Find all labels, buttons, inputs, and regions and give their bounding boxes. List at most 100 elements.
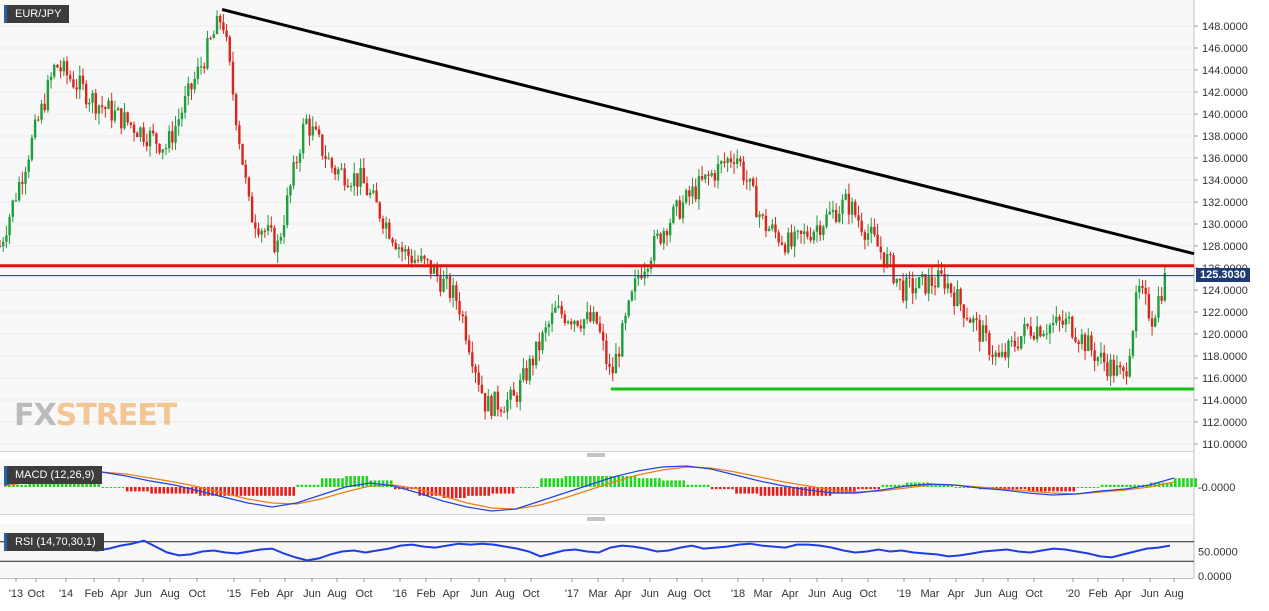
candle-body xyxy=(592,312,595,322)
candle-body xyxy=(1058,316,1061,321)
candle-body xyxy=(27,159,30,172)
x-tick-label: Oct xyxy=(1025,588,1042,600)
macd-histogram-bar xyxy=(385,480,389,487)
candle-body xyxy=(1154,317,1157,327)
candle-body xyxy=(480,384,484,393)
macd-histogram-bar xyxy=(861,487,864,490)
candle-body xyxy=(557,305,560,308)
logo-street-text: STREET xyxy=(55,398,178,433)
x-tick-label: Jun xyxy=(470,588,488,600)
grid xyxy=(0,25,1194,445)
macd-histogram-bar xyxy=(938,484,941,487)
y-tick-label: 118.0000 xyxy=(1202,351,1247,363)
candle-body xyxy=(244,164,247,178)
y-tick-label: 120.0000 xyxy=(1202,329,1248,341)
macd-histogram-bar xyxy=(446,487,450,498)
candle-body xyxy=(298,153,302,163)
macd-histogram-bar xyxy=(324,478,328,487)
candle-body xyxy=(860,220,863,233)
macd-histogram-bar xyxy=(121,487,125,488)
macd-histogram-bar xyxy=(950,484,954,487)
candle-body xyxy=(49,76,53,81)
panel-resize-handle-1[interactable] xyxy=(587,453,605,457)
candle-body xyxy=(222,22,225,31)
macd-histogram-bar xyxy=(723,487,726,490)
y-tick-label: 122.0000 xyxy=(1202,307,1248,319)
candle-body xyxy=(164,148,168,150)
macd-histogram-bar xyxy=(134,487,137,492)
macd-histogram-bar xyxy=(1117,484,1120,487)
candle-body xyxy=(518,379,522,402)
x-tick-label: Aug xyxy=(495,588,515,600)
candle-body xyxy=(21,181,24,184)
candle-body xyxy=(729,158,733,163)
rsi-line xyxy=(3,539,1171,562)
candle-body xyxy=(1080,334,1084,345)
candle-body xyxy=(515,395,519,402)
macd-histogram-bar xyxy=(788,487,791,496)
candle-body xyxy=(286,195,289,226)
candle-body xyxy=(30,137,34,160)
candle-body xyxy=(426,258,429,261)
macd-histogram-bar xyxy=(682,480,686,487)
macd-histogram-bar xyxy=(934,484,937,487)
candle-body xyxy=(5,235,8,242)
candle-body xyxy=(292,162,295,186)
candle-body xyxy=(796,230,800,232)
macd-histogram-bar xyxy=(1072,487,1076,492)
candle-body xyxy=(949,283,953,293)
panel-resize-handle-2[interactable] xyxy=(587,517,605,521)
candle-body xyxy=(1048,325,1052,334)
candle-body xyxy=(803,231,806,235)
candle-body xyxy=(1115,365,1119,376)
macd-histogram-bar xyxy=(105,487,109,488)
candle-body xyxy=(732,162,736,164)
candle-body xyxy=(720,161,723,164)
macd-histogram-bar xyxy=(495,487,499,494)
candle-body xyxy=(8,216,11,236)
macd-histogram-bar xyxy=(686,484,690,487)
x-tick-label: Mar xyxy=(921,588,940,600)
macd-label[interactable]: MACD (12,26,9) xyxy=(4,466,103,484)
logo-fx-text: FX xyxy=(14,398,57,433)
macd-histogram-bar xyxy=(345,476,348,487)
macd-histogram-bar xyxy=(503,487,507,494)
macd-histogram-bar xyxy=(1056,487,1059,492)
candle-body xyxy=(365,183,369,196)
candle-body xyxy=(831,209,835,213)
macd-histogram-bar xyxy=(674,480,677,487)
candle-body xyxy=(113,110,117,121)
candle-body xyxy=(857,215,860,221)
candle-body xyxy=(595,312,598,324)
rsi-label[interactable]: RSI (14,70,30,1) xyxy=(4,533,104,551)
candle-body xyxy=(1055,316,1058,323)
candle-body xyxy=(972,318,975,323)
y-tick-label: 114.0000 xyxy=(1202,395,1247,407)
x-tick-label: Jun xyxy=(808,588,826,600)
candle-body xyxy=(898,278,902,281)
macd-histogram-bar xyxy=(329,478,332,487)
candle-body xyxy=(273,227,276,253)
candle-body xyxy=(375,190,378,203)
macd-histogram-bar xyxy=(556,478,560,487)
x-tick-label: Aug xyxy=(1164,588,1184,600)
candle-body xyxy=(247,177,251,197)
instrument-label[interactable]: EUR/JPY xyxy=(4,5,70,23)
candle-body xyxy=(847,193,851,215)
y-tick-label: 142.0000 xyxy=(1202,87,1248,99)
candle-body xyxy=(531,358,535,366)
macd-histogram-bar xyxy=(247,487,251,496)
candle-body xyxy=(1051,322,1055,326)
candle-body xyxy=(474,366,477,373)
macd-histogram-bar xyxy=(792,487,795,496)
candle-body xyxy=(81,75,85,84)
candle-body xyxy=(439,276,442,292)
candle-body xyxy=(404,248,407,252)
y-tick-label: 132.0000 xyxy=(1202,197,1248,209)
candle-body xyxy=(758,214,761,218)
macd-histogram-bar xyxy=(499,487,503,494)
candle-body xyxy=(774,224,777,233)
x-tick-label: Feb xyxy=(1089,588,1108,600)
macd-histogram-bar xyxy=(280,487,283,496)
